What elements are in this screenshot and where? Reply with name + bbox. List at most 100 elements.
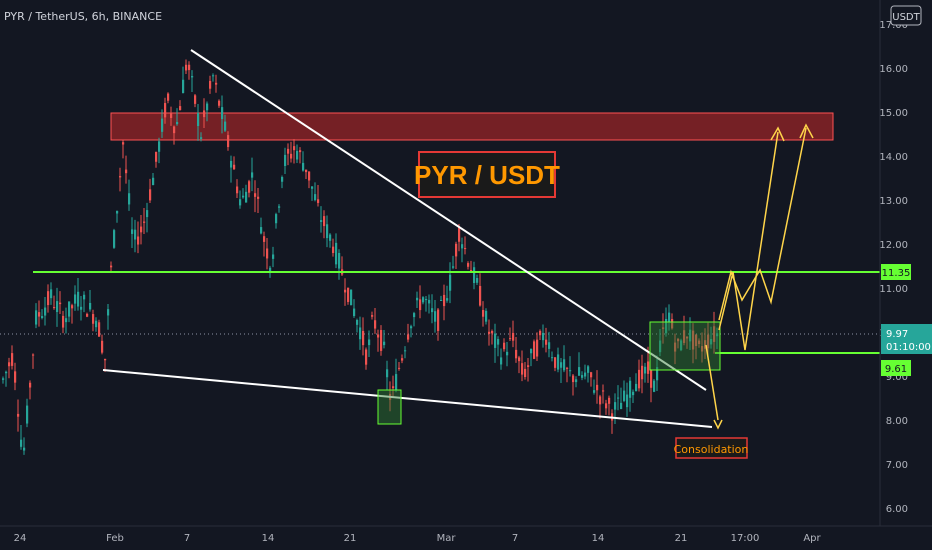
candle-body — [41, 316, 44, 319]
candle-body — [263, 236, 266, 242]
consolidation-label-frame — [675, 437, 748, 459]
candle-body — [176, 122, 179, 125]
candle-body — [164, 103, 167, 118]
candle-body — [17, 413, 20, 417]
candle-body — [566, 367, 569, 369]
y-tick-label: 12.00 — [879, 240, 908, 251]
candle-body — [284, 154, 287, 166]
candle-body — [659, 340, 662, 353]
x-tick-label: 7 — [184, 533, 190, 544]
candle-body — [245, 191, 248, 203]
candle-body — [8, 362, 11, 367]
candle-body — [671, 319, 674, 329]
candle-body — [173, 126, 176, 134]
supply-zone — [110, 112, 834, 141]
candle-body — [137, 236, 140, 245]
y-tick-label: 6.00 — [886, 504, 908, 515]
candle-body — [272, 254, 275, 259]
y-tick-label: 14.00 — [879, 152, 908, 163]
candle-body — [311, 186, 314, 189]
candle-body — [278, 206, 281, 208]
candle-body — [305, 169, 308, 173]
candle-body — [545, 339, 548, 345]
x-tick-label: 21 — [344, 533, 357, 544]
candle-body — [11, 353, 14, 366]
resistance-tag: 11.35 — [882, 268, 911, 279]
candle-body — [644, 366, 647, 374]
candle-body — [44, 307, 47, 316]
candle-body — [299, 150, 302, 153]
candle-body — [647, 361, 650, 374]
candle-body — [551, 357, 554, 359]
candle-body — [71, 305, 74, 309]
candle-body — [479, 285, 482, 306]
candle-body — [716, 333, 719, 337]
x-tick-label: 21 — [675, 533, 688, 544]
currency-button-label[interactable]: USDT — [892, 12, 920, 23]
candle-body — [110, 265, 113, 268]
candle-body — [386, 369, 389, 378]
candle-body — [494, 333, 497, 348]
candle-body — [332, 246, 335, 254]
candle-body — [392, 386, 395, 389]
projection-down-arrow — [705, 344, 719, 421]
candle-body — [83, 294, 86, 300]
x-tick-label: 7 — [512, 533, 518, 544]
candle-body — [419, 299, 422, 311]
candle-body — [461, 244, 464, 249]
candle-body — [134, 229, 137, 240]
candle-body — [467, 263, 470, 267]
plot-area: PYR / USDT Consolidation — [0, 49, 880, 459]
candle-body — [662, 327, 665, 329]
countdown-tag: 01:10:00 — [886, 342, 931, 353]
candle-body — [377, 334, 380, 338]
candle-body — [371, 315, 374, 317]
candle-body — [404, 350, 407, 352]
candle-body — [146, 210, 149, 218]
y-tick-label: 7.00 — [886, 460, 908, 471]
candle-body — [227, 135, 230, 148]
candle-body — [230, 160, 233, 168]
candle-body — [26, 405, 29, 424]
candle-body — [413, 313, 416, 318]
candle-body — [98, 322, 101, 337]
candle-body — [458, 227, 461, 242]
candle-body — [428, 299, 431, 304]
upper-trendline — [190, 49, 707, 391]
x-tick-label: 24 — [14, 533, 27, 544]
candle-body — [215, 82, 218, 85]
candle-body — [152, 177, 155, 185]
candle-body — [329, 234, 332, 241]
x-tick-label: 14 — [262, 533, 275, 544]
candle-body — [20, 439, 23, 447]
candle-body — [491, 330, 494, 334]
candle-body — [695, 334, 698, 347]
candle-body — [515, 349, 518, 359]
candle-body — [239, 199, 242, 206]
candle-body — [608, 397, 611, 404]
candle-body — [410, 326, 413, 329]
currency-button[interactable]: USDT — [890, 5, 922, 26]
x-tick-label: 14 — [592, 533, 605, 544]
x-tick-label: Mar — [437, 533, 457, 544]
candle-body — [509, 338, 512, 340]
candle-body — [5, 371, 8, 374]
symbol-info: PYR / TetherUS, 6h, BINANCE — [4, 10, 162, 23]
projection-down-arrowhead — [713, 419, 723, 430]
arrowhead-a — [770, 126, 785, 142]
candle-body — [581, 375, 584, 378]
candle-body — [296, 150, 299, 160]
candle-body — [293, 146, 296, 151]
candle-body — [257, 196, 260, 199]
candle-body — [347, 287, 350, 302]
candle-body — [158, 141, 161, 152]
candle-body — [596, 384, 599, 391]
candle-body — [131, 229, 134, 234]
candle-body — [527, 365, 530, 367]
candle-body — [548, 342, 551, 349]
currency-button-frame[interactable] — [890, 5, 922, 26]
candle-body — [185, 64, 188, 71]
candle-body — [503, 342, 506, 350]
candle-body — [569, 370, 572, 372]
